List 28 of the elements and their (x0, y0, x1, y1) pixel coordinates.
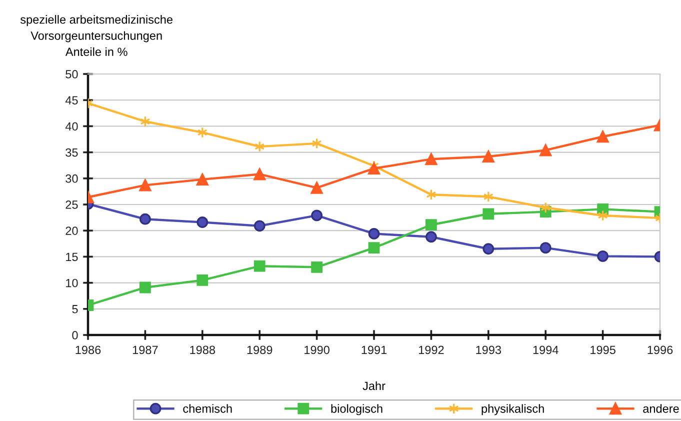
legend-label: physikalisch (482, 404, 544, 416)
x-tick-label: 1986 (76, 346, 101, 354)
x-tick-label: 1990 (304, 346, 330, 354)
legend-label: chemisch (183, 404, 232, 413)
x-tick-label: 1996 (648, 346, 673, 354)
x-tick-label: 1991 (362, 346, 387, 354)
y-tick-label: 25 (66, 200, 78, 209)
x-tick-label: 1993 (476, 346, 502, 354)
y-tick-label: 20 (66, 226, 78, 235)
x-tick-label: 1987 (132, 346, 158, 354)
y-tick-label: 0 (72, 331, 78, 340)
y-tick-label: 40 (65, 122, 78, 131)
y-tick-label: 35 (66, 148, 78, 157)
y-tick-label: 45 (65, 96, 78, 104)
x-tick-label: 1992 (418, 346, 444, 354)
y-axis-title: spezielle arbeitsmedizinische Vorsorgeuntersuchungen Anteile in % (20, 15, 173, 56)
y-tick-label: 15 (66, 252, 78, 262)
y-tick-label: 10 (66, 278, 78, 288)
y-tick-label: 5 (72, 305, 78, 314)
y-tick-label: 50 (66, 70, 78, 78)
x-axis-title: Jahr (362, 381, 386, 390)
y-tick-label: 30 (66, 174, 78, 183)
legend-label: andere (643, 404, 679, 413)
x-tick-label: 1989 (247, 346, 272, 354)
x-tick-label: 1994 (533, 346, 558, 354)
x-tick-label: 1995 (590, 346, 616, 354)
x-tick-label: 1988 (190, 346, 216, 354)
legend-label: biologisch (331, 404, 382, 416)
